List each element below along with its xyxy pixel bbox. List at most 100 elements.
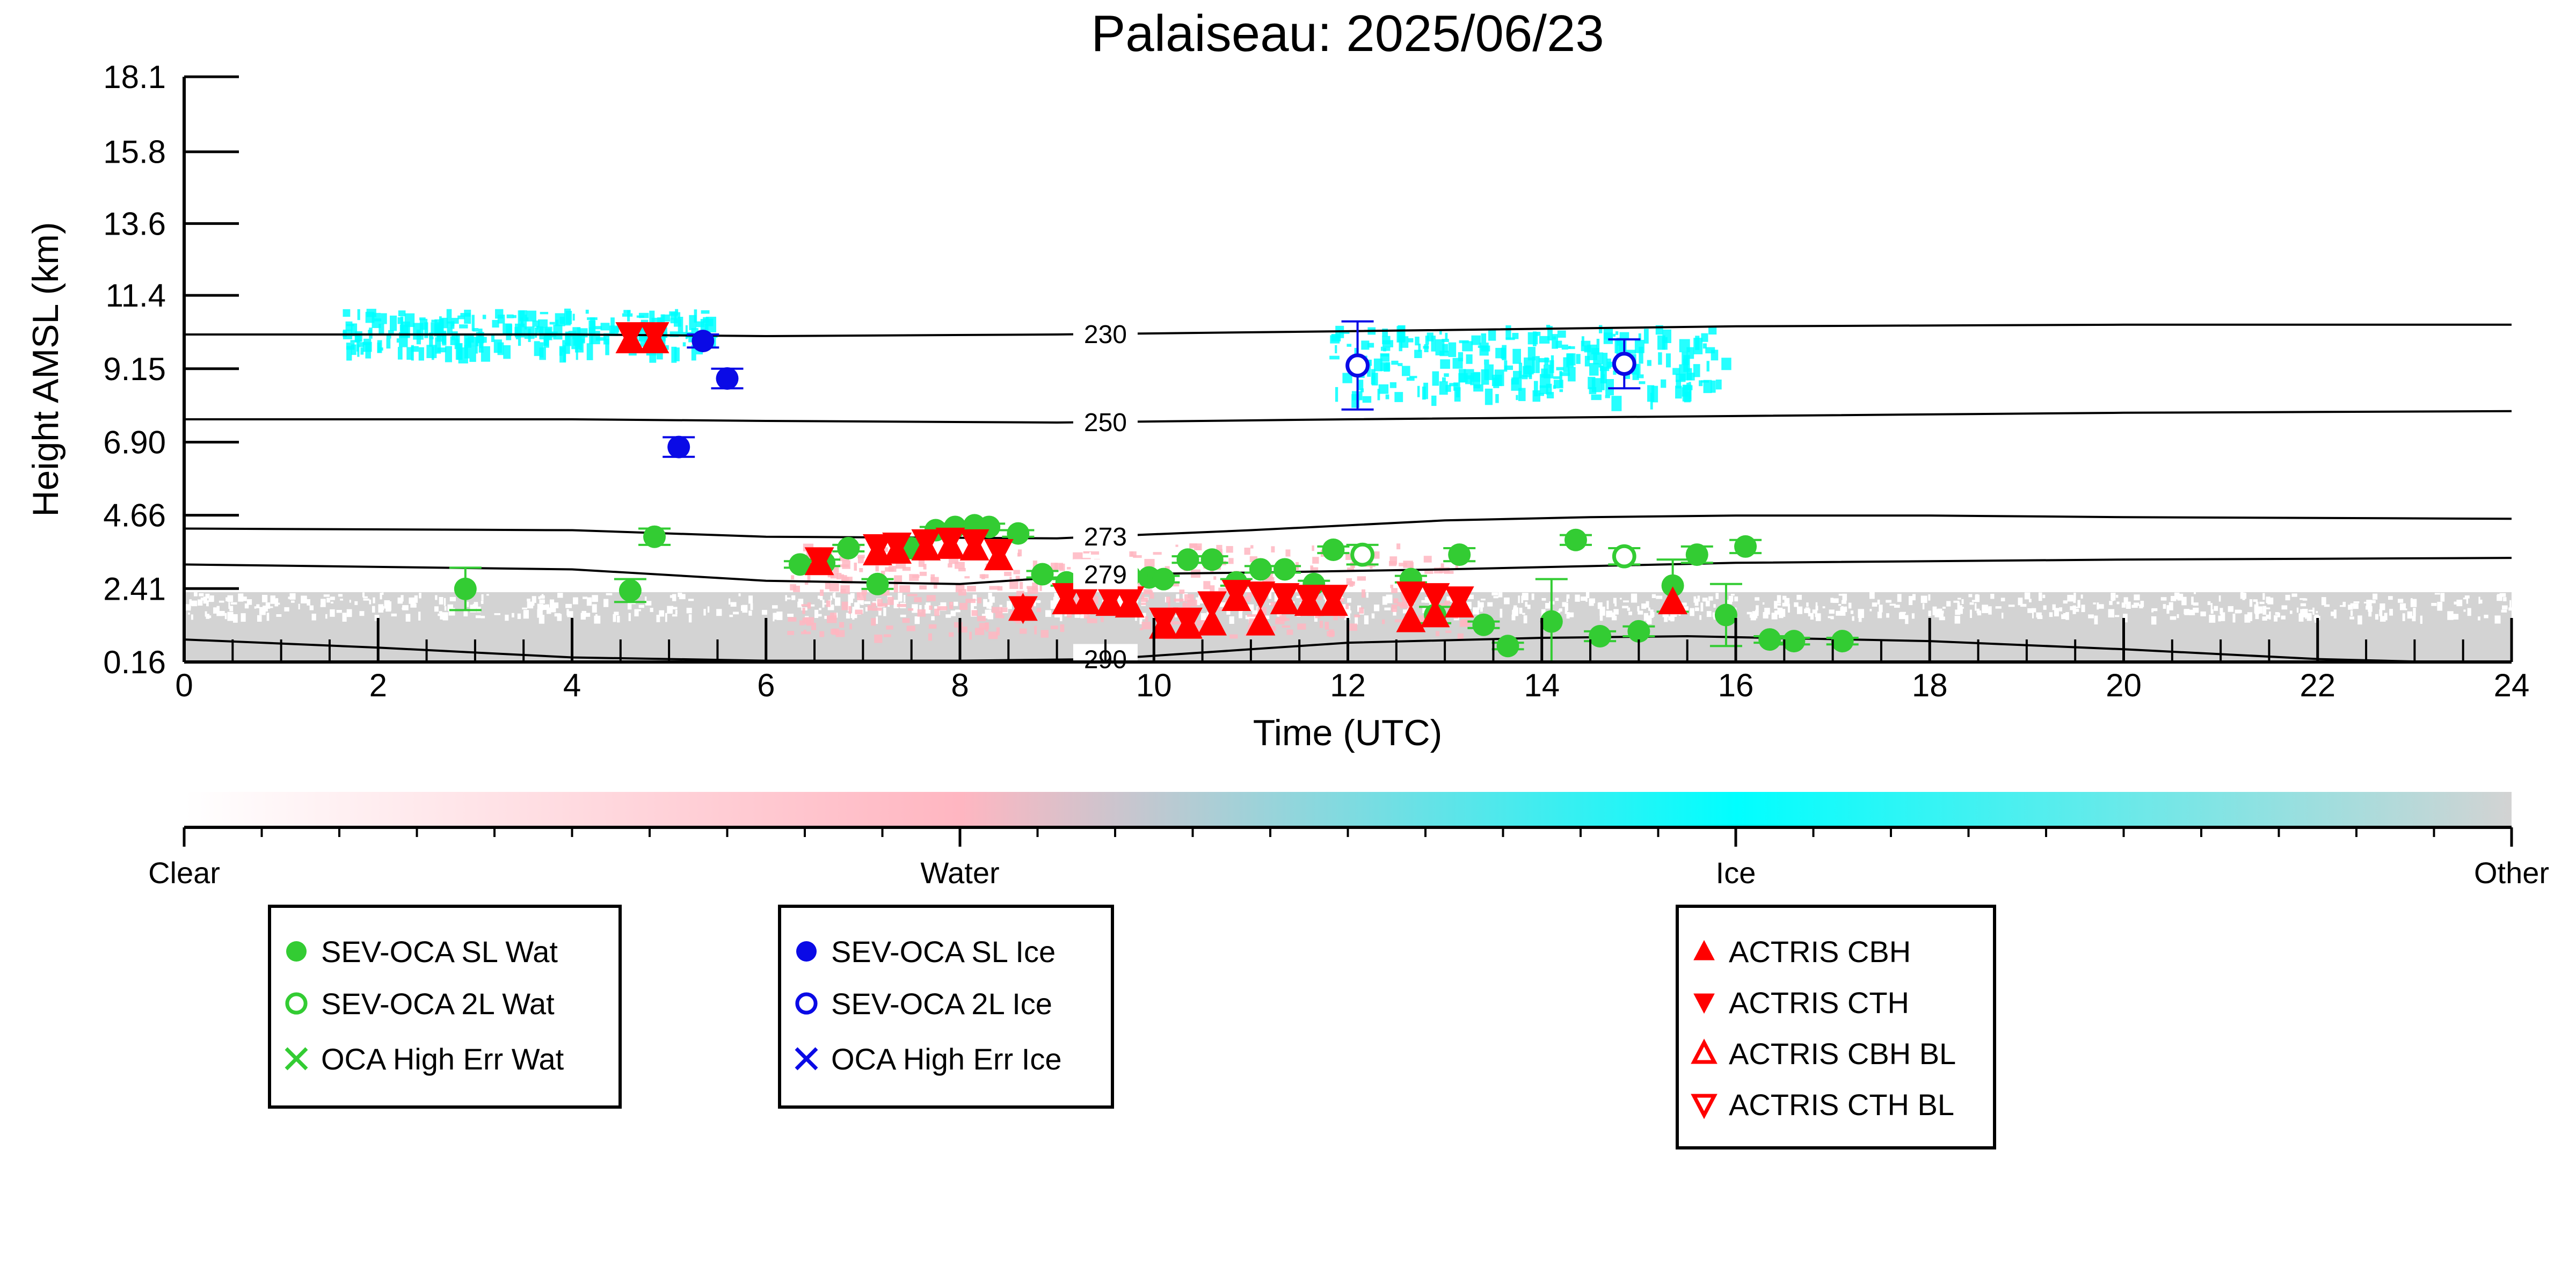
region-speckle [1838, 593, 1845, 596]
region-speckle [1424, 344, 1429, 353]
region-speckle [857, 556, 864, 564]
region-speckle [1730, 594, 1735, 596]
region-speckle [2193, 607, 2199, 613]
data-point [804, 547, 834, 576]
region-speckle [1694, 607, 1699, 612]
region-speckle [2080, 594, 2083, 599]
region-speckle [2002, 613, 2004, 619]
region-speckle [814, 609, 819, 618]
region-speckle [1750, 614, 1756, 621]
region-speckle [429, 332, 433, 347]
data-point [1782, 630, 1806, 653]
region-speckle [2281, 615, 2286, 620]
region-speckle [914, 616, 920, 624]
region-speckle [1141, 594, 1145, 599]
region-speckle [2255, 613, 2259, 620]
region-speckle [1027, 588, 1038, 594]
region-speckle [1971, 600, 1978, 602]
region-speckle [2097, 602, 2099, 610]
data-point [1448, 543, 1471, 566]
region-speckle [475, 337, 478, 354]
region-speckle [1050, 563, 1058, 571]
region-speckle [877, 599, 883, 607]
region-speckle [346, 609, 352, 617]
region-speckle [867, 605, 872, 611]
region-speckle [2266, 614, 2269, 619]
region-speckle [1270, 602, 1277, 607]
region-speckle [887, 596, 894, 605]
region-speckle [1975, 594, 1980, 602]
region-speckle [1278, 612, 1282, 617]
region-speckle [203, 596, 208, 604]
region-speckle [518, 334, 521, 346]
region-speckle [954, 622, 963, 628]
legend-marker [1693, 993, 1715, 1014]
region-speckle [682, 342, 686, 347]
region-speckle [1393, 598, 1399, 603]
region-speckle [807, 575, 811, 582]
region-speckle [1643, 329, 1649, 344]
region-speckle [1536, 356, 1540, 373]
region-speckle [822, 599, 825, 608]
region-speckle [552, 602, 559, 608]
region-speckle [2411, 598, 2413, 603]
region-speckle [1961, 599, 1964, 605]
region-speckle [1969, 609, 1973, 618]
region-speckle [617, 616, 620, 623]
region-speckle [449, 596, 456, 601]
region-speckle [261, 594, 268, 602]
region-speckle [380, 592, 382, 600]
region-speckle [1215, 608, 1223, 611]
region-speckle [819, 631, 825, 637]
region-speckle [349, 600, 351, 603]
region-speckle [1064, 614, 1067, 616]
region-speckle [586, 613, 591, 617]
region-speckle [2200, 611, 2206, 616]
region-speckle [418, 347, 424, 361]
colorbar-label: Other [2474, 856, 2549, 890]
region-speckle [1010, 610, 1014, 615]
region-speckle [2262, 606, 2267, 615]
region-speckle [898, 593, 903, 602]
region-speckle [1830, 616, 1834, 620]
region-speckle [1700, 602, 1704, 612]
region-speckle [2177, 614, 2179, 618]
region-speckle [185, 607, 191, 611]
region-speckle [1431, 395, 1437, 406]
region-speckle [2302, 598, 2308, 601]
data-point [716, 367, 739, 390]
region-speckle [787, 598, 791, 600]
data-point [882, 532, 912, 561]
region-speckle [1763, 612, 1769, 618]
region-speckle [1665, 353, 1671, 368]
region-speckle [1690, 608, 1694, 616]
region-speckle [534, 341, 540, 356]
region-speckle [482, 315, 486, 319]
region-speckle [1794, 602, 1799, 607]
y-axis-title: Height AMSL (km) [25, 222, 66, 516]
data-point [1350, 542, 1374, 567]
region-speckle [1569, 612, 1574, 617]
region-speckle [955, 609, 960, 613]
region-speckle [1339, 331, 1350, 334]
region-speckle [1083, 614, 1090, 618]
region-speckle [671, 312, 676, 319]
region-speckle [2169, 602, 2173, 610]
region-speckle [878, 608, 882, 616]
region-speckle [772, 605, 778, 609]
region-speckle [876, 616, 878, 624]
region-speckle [827, 615, 837, 623]
region-speckle [369, 599, 372, 605]
region-speckle [1953, 600, 1960, 603]
region-speckle [774, 613, 778, 620]
region-speckle [1848, 602, 1852, 609]
region-speckle [1638, 610, 1643, 615]
region-speckle [1350, 581, 1355, 586]
region-speckle [388, 330, 394, 334]
region-speckle [1054, 614, 1060, 617]
region-speckle [1406, 377, 1415, 381]
region-speckle [835, 630, 845, 637]
region-speckle [2116, 601, 2120, 605]
region-speckle [1525, 365, 1531, 368]
region-speckle [836, 573, 842, 580]
